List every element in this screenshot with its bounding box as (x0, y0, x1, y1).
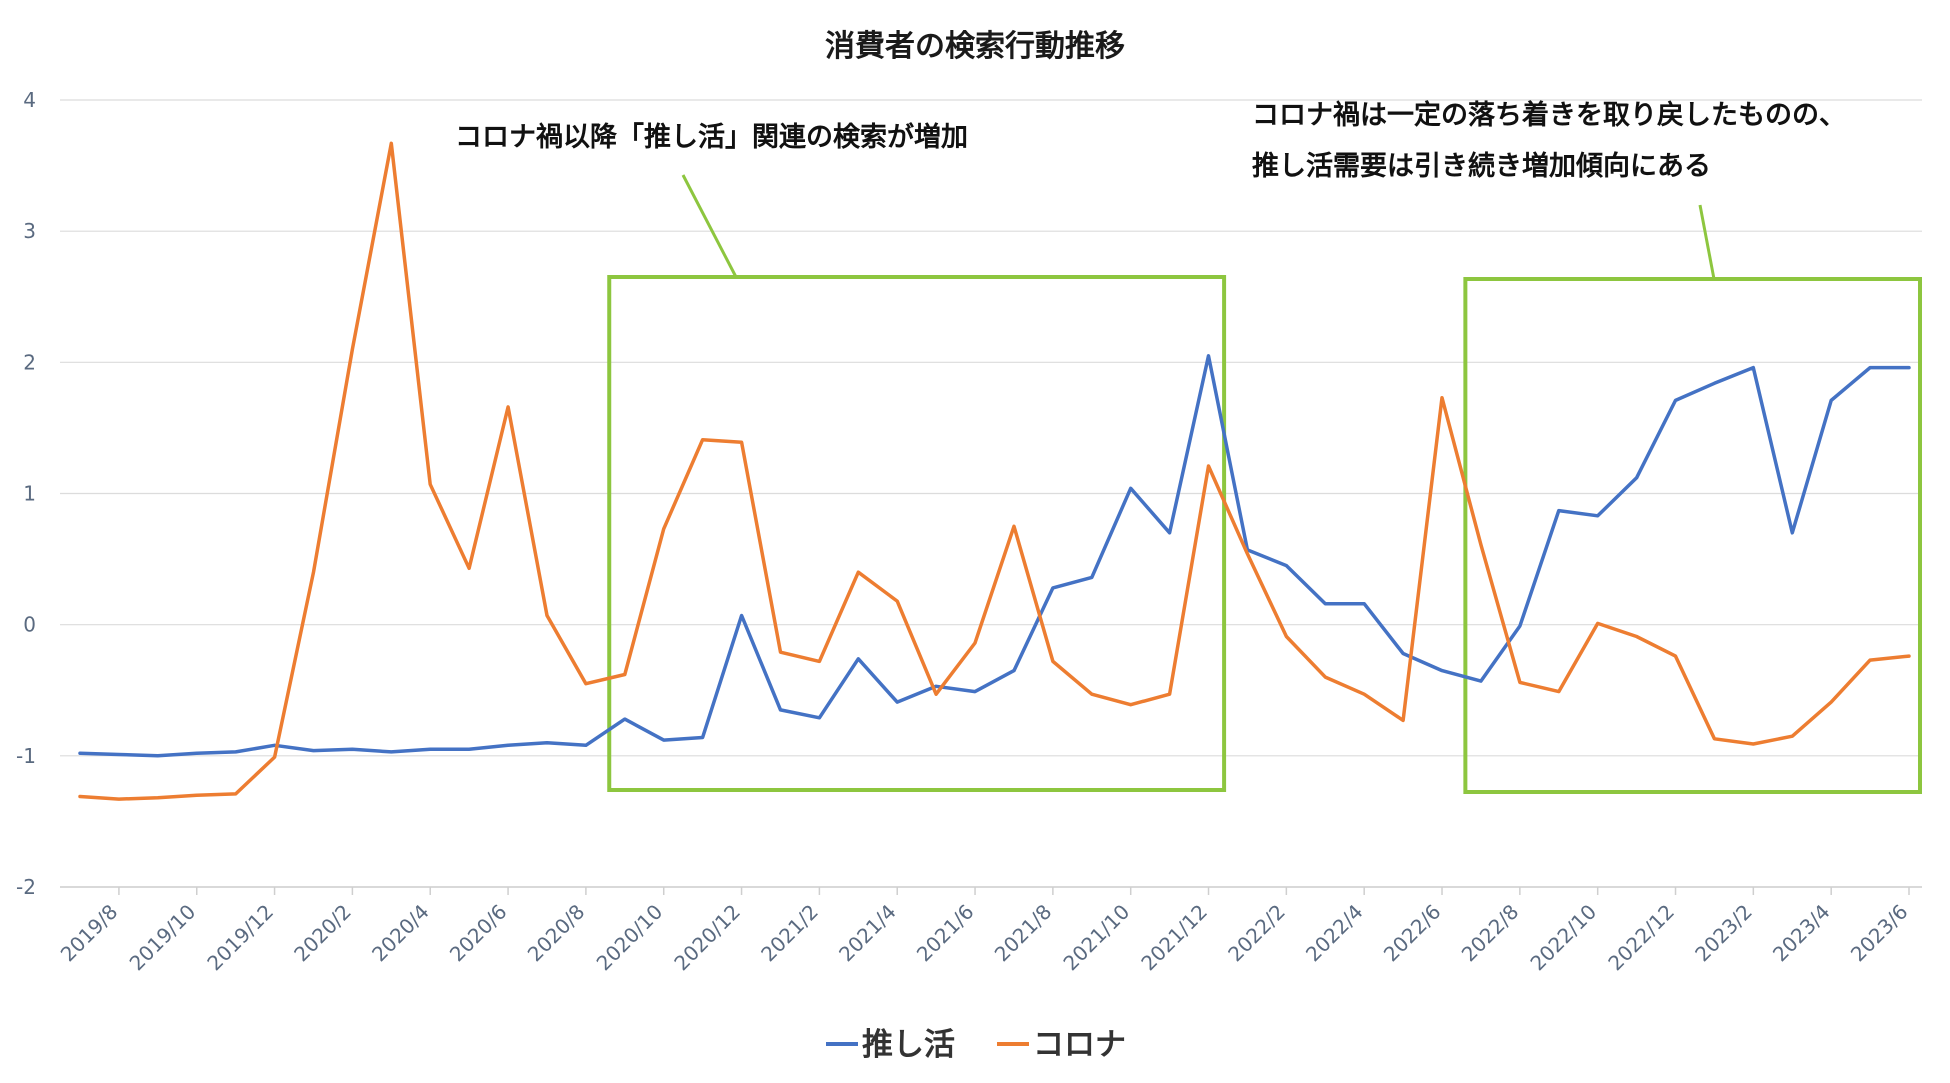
x-tick-label: 2019/8 (56, 900, 123, 967)
x-tick-label: 2022/12 (1603, 900, 1679, 976)
x-tick-label: 2023/6 (1846, 900, 1913, 967)
y-tick-label: 1 (23, 482, 36, 506)
y-tick-label: 3 (23, 219, 36, 243)
series-line-oshikatsu (78, 354, 1911, 758)
y-tick-label: 2 (23, 350, 36, 374)
x-tick-label: 2020/10 (592, 900, 668, 976)
series-lines (78, 141, 1911, 801)
x-tick-label: 2019/10 (125, 900, 201, 976)
x-tick-label: 2020/4 (367, 900, 434, 967)
x-tick-label: 2023/4 (1768, 900, 1835, 967)
x-tick-label: 2020/6 (445, 900, 512, 967)
legend-label-oshikatsu: 推し活 (862, 1027, 955, 1063)
x-tick-label: 2022/10 (1525, 900, 1601, 976)
y-tick-label: 4 (23, 88, 36, 112)
series-line-corona (78, 141, 1911, 801)
x-tick-label: 2019/12 (202, 900, 278, 976)
annotation-pointer-1 (681, 174, 738, 278)
annotation-box-2 (1463, 277, 1923, 794)
legend-label-corona: コロナ (1033, 1027, 1126, 1063)
annotation-pointer-2 (1698, 204, 1716, 280)
x-tick-label: 2021/6 (912, 900, 979, 967)
x-tick-label: 2020/12 (669, 900, 745, 976)
annotation-2-line-2: 推し活需要は引き続き増加傾向にある (1252, 150, 1711, 182)
y-tick-label: -1 (16, 744, 36, 768)
y-tick-label: -2 (16, 875, 36, 899)
annotation-box-1 (607, 275, 1227, 792)
chart-text: 消費者の検索行動推移 コロナ禍以降「推し活」関連の検索が増加 コロナ禍は一定の落… (16, 29, 1912, 975)
x-tick-label: 2021/8 (990, 900, 1057, 967)
gridlines (60, 99, 1922, 888)
x-tick-label: 2021/12 (1136, 900, 1212, 976)
annotation-2-line-1: コロナ禍は一定の落ち着きを取り戻したものの、 (1252, 99, 1846, 131)
x-tick-label: 2021/2 (756, 900, 823, 967)
x-tick-label: 2021/10 (1059, 900, 1135, 976)
x-tick-label: 2022/4 (1301, 900, 1368, 967)
y-tick-label: 0 (23, 613, 36, 637)
annotation-1-line-1: コロナ禍以降「推し活」関連の検索が増加 (455, 121, 968, 153)
x-tick-label: 2023/2 (1690, 900, 1757, 967)
annotation-boxes (607, 174, 1923, 794)
x-tick-label: 2020/8 (523, 900, 590, 967)
legend: 推し活 コロナ (826, 1027, 1126, 1063)
x-tick-label: 2021/4 (834, 900, 901, 967)
x-tick-label: 2020/2 (289, 900, 356, 967)
x-tick-label: 2022/6 (1379, 900, 1446, 967)
axes (60, 886, 1922, 895)
x-tick-label: 2022/8 (1457, 900, 1524, 967)
chart-title: 消費者の検索行動推移 (825, 29, 1125, 64)
x-tick-label: 2022/2 (1223, 900, 1290, 967)
